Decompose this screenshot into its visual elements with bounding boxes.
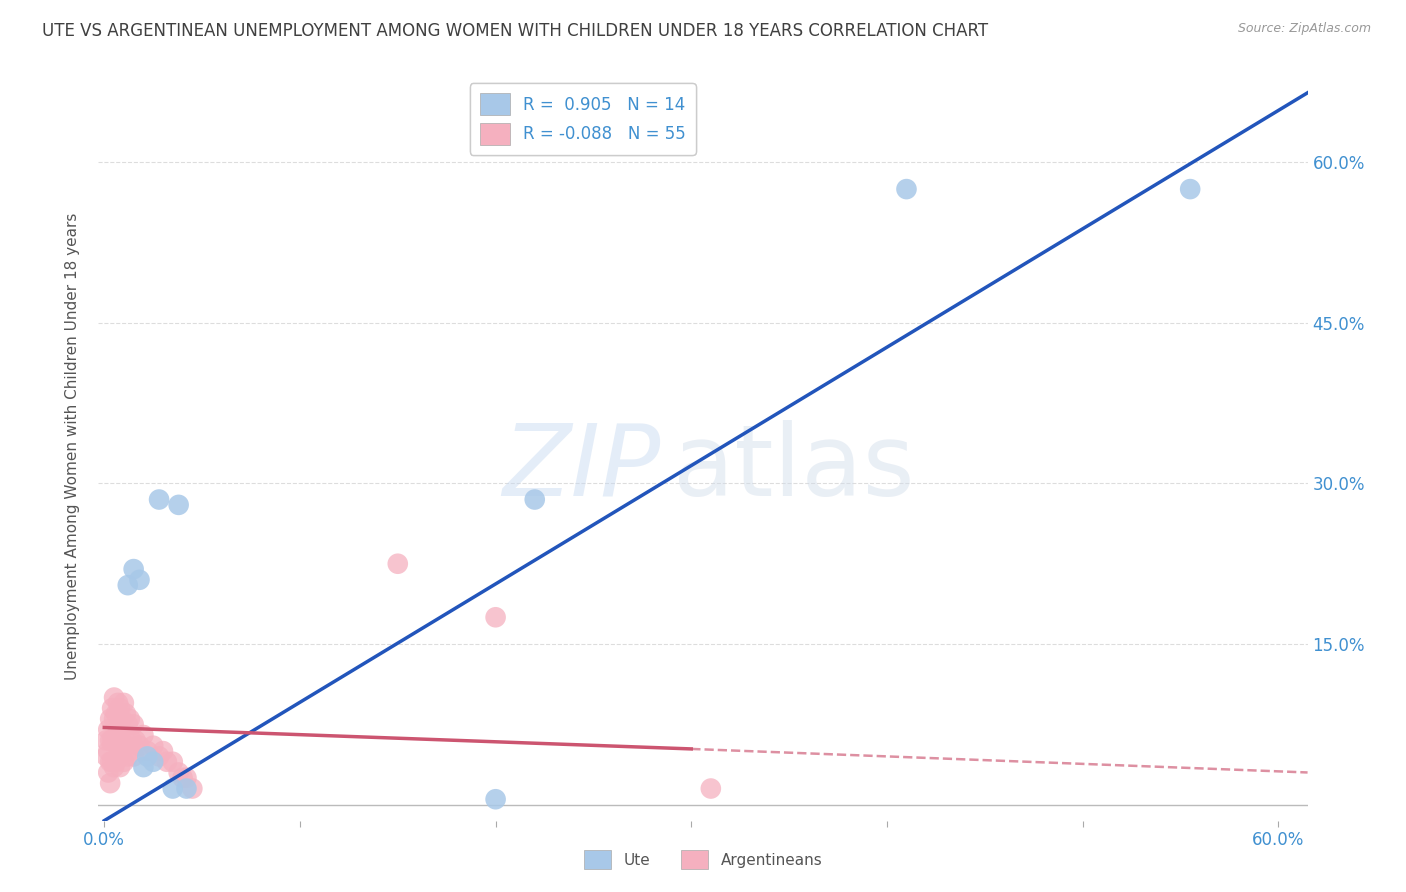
Text: UTE VS ARGENTINEAN UNEMPLOYMENT AMONG WOMEN WITH CHILDREN UNDER 18 YEARS CORRELA: UTE VS ARGENTINEAN UNEMPLOYMENT AMONG WO… bbox=[42, 22, 988, 40]
Point bbox=[98, 776, 121, 790]
Point bbox=[167, 498, 190, 512]
Point bbox=[122, 562, 145, 576]
Point bbox=[387, 557, 409, 571]
Point bbox=[117, 578, 139, 592]
Point bbox=[172, 771, 194, 785]
Point bbox=[107, 696, 129, 710]
Point bbox=[98, 755, 121, 769]
Point bbox=[136, 744, 159, 758]
Point bbox=[101, 755, 124, 769]
Point bbox=[484, 610, 506, 624]
Point bbox=[128, 739, 150, 753]
Point bbox=[124, 733, 146, 747]
Point bbox=[105, 733, 128, 747]
Point bbox=[896, 182, 918, 196]
Point bbox=[132, 728, 155, 742]
Point bbox=[176, 781, 198, 796]
Point bbox=[118, 712, 141, 726]
Point bbox=[114, 739, 136, 753]
Point bbox=[523, 492, 546, 507]
Point bbox=[101, 733, 124, 747]
Point bbox=[1180, 182, 1202, 196]
Point bbox=[128, 573, 150, 587]
Point bbox=[118, 744, 141, 758]
Text: Source: ZipAtlas.com: Source: ZipAtlas.com bbox=[1237, 22, 1371, 36]
Point bbox=[97, 744, 120, 758]
Legend: Ute, Argentineans: Ute, Argentineans bbox=[578, 844, 828, 875]
Point bbox=[162, 781, 184, 796]
Point bbox=[162, 755, 184, 769]
Legend: R =  0.905   N = 14, R = -0.088   N = 55: R = 0.905 N = 14, R = -0.088 N = 55 bbox=[470, 84, 696, 154]
Point bbox=[101, 701, 124, 715]
Point bbox=[97, 765, 120, 780]
Text: atlas: atlas bbox=[672, 420, 914, 517]
Point bbox=[167, 765, 190, 780]
Point bbox=[152, 744, 174, 758]
Point bbox=[96, 733, 118, 747]
Point bbox=[176, 771, 198, 785]
Point bbox=[148, 749, 170, 764]
Point bbox=[181, 781, 204, 796]
Point bbox=[108, 728, 131, 742]
Point bbox=[108, 701, 131, 715]
Point bbox=[484, 792, 506, 806]
Point bbox=[136, 749, 159, 764]
Point bbox=[122, 717, 145, 731]
Point bbox=[105, 755, 128, 769]
Point bbox=[108, 760, 131, 774]
Point bbox=[117, 717, 139, 731]
Point bbox=[96, 749, 118, 764]
Point bbox=[103, 733, 125, 747]
Point bbox=[107, 749, 129, 764]
Point bbox=[107, 723, 129, 737]
Point bbox=[103, 712, 125, 726]
Point bbox=[98, 733, 121, 747]
Point bbox=[105, 706, 128, 721]
Point bbox=[156, 755, 179, 769]
Point bbox=[112, 696, 135, 710]
Point bbox=[112, 755, 135, 769]
Point bbox=[97, 723, 120, 737]
Point bbox=[103, 690, 125, 705]
Point bbox=[103, 760, 125, 774]
Point bbox=[121, 733, 143, 747]
Point bbox=[142, 739, 165, 753]
Point bbox=[111, 712, 134, 726]
Point bbox=[142, 755, 165, 769]
Point bbox=[112, 728, 135, 742]
Point bbox=[148, 492, 170, 507]
Point bbox=[122, 749, 145, 764]
Point bbox=[132, 760, 155, 774]
Point bbox=[114, 706, 136, 721]
Point bbox=[700, 781, 723, 796]
Point bbox=[98, 712, 121, 726]
Y-axis label: Unemployment Among Women with Children Under 18 years: Unemployment Among Women with Children U… bbox=[65, 212, 80, 680]
Text: ZIP: ZIP bbox=[502, 420, 661, 517]
Point bbox=[117, 749, 139, 764]
Point bbox=[111, 744, 134, 758]
